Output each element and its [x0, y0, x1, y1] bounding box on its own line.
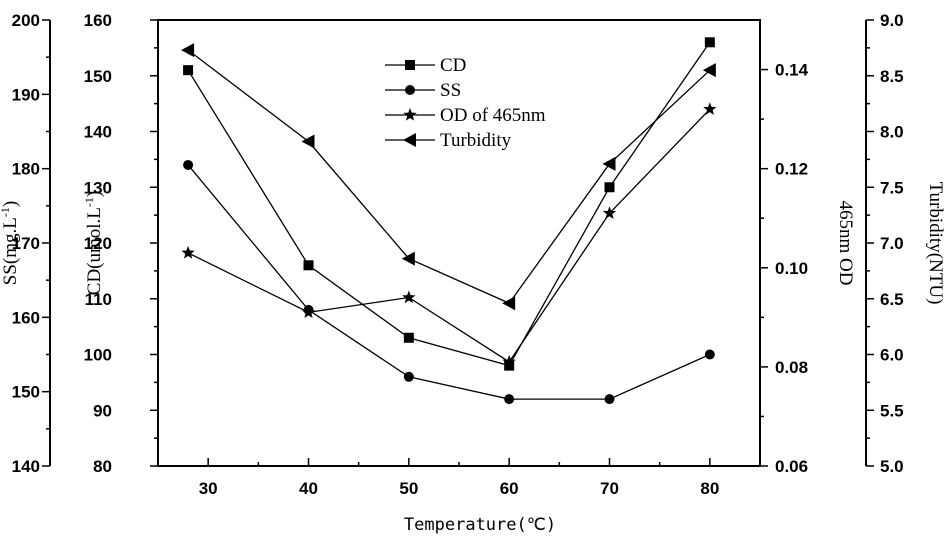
data-point [183, 159, 194, 170]
axis-title-text: SS(mg.L [0, 217, 21, 285]
legend-marker [403, 108, 417, 121]
legend-label: OD of 465nm [440, 105, 546, 126]
y-axis-ss: 140 150 160 170 180 190 200 SS(mg.L-1) [0, 11, 51, 476]
y-tick-label: 150 [12, 383, 40, 402]
y-tick-label: 100 [84, 346, 112, 365]
series-line [187, 108, 711, 363]
axis-title-cd: CD(umol.L-1) [82, 191, 105, 295]
y-axis-cd: 80 90 100 110 120 130 140 150 160 CD(umol.L-1) [82, 11, 158, 476]
y-tick-label: 0.12 [775, 160, 808, 179]
x-axis-title: Temperature(℃) [404, 515, 556, 535]
y-tick-label: 5.5 [880, 401, 904, 420]
y-tick-label: 6.0 [880, 346, 904, 365]
axis-title-text: Turbidity(NTU) [925, 182, 944, 305]
axis-title-end: ) [0, 201, 21, 207]
data-point [703, 102, 717, 115]
plot-series [181, 37, 717, 405]
axis-title-text: CD(umol.L [84, 207, 105, 295]
legend-marker [405, 60, 415, 70]
data-point [504, 394, 515, 405]
legend-label: CD [440, 55, 466, 76]
x-axis: 30 40 50 60 70 80 [157, 19, 761, 498]
data-point [702, 63, 716, 78]
series-turbidity [181, 43, 716, 311]
y-tick-label: 160 [84, 11, 112, 30]
legend: CD SS OD of 465nm Turbidity [385, 55, 546, 151]
y-tick-label: 110 [85, 290, 112, 309]
y-tick-label: 80 [93, 457, 112, 476]
axis-title-superscript: -1 [0, 207, 12, 217]
legend-marker [405, 85, 415, 95]
y-tick-label: 9.0 [880, 11, 904, 30]
y-tick-label: 0.08 [775, 358, 808, 377]
series-line [187, 164, 711, 400]
data-point [502, 354, 516, 368]
axis-title-od: 465nm OD [835, 201, 856, 286]
y-tick-label: 200 [12, 11, 40, 30]
data-point [602, 156, 616, 171]
axis-title-ss: SS(mg.L-1) [0, 201, 21, 285]
data-point [403, 371, 414, 382]
y-tick-label: 130 [84, 178, 112, 197]
y-tick-label: 0.06 [775, 457, 808, 476]
data-point [704, 349, 715, 360]
y-tick-label: 5.0 [880, 457, 904, 476]
data-point [181, 43, 195, 58]
y-tick-label: 6.5 [880, 290, 904, 309]
y-axis-od: 0.06 0.08 0.10 0.12 0.14 465nm OD [760, 61, 856, 476]
y-tick-label: 140 [12, 457, 40, 476]
data-point [183, 65, 194, 76]
y-tick-label: 7.0 [880, 234, 904, 253]
data-point [181, 245, 195, 259]
data-point [604, 182, 615, 193]
x-tick-label: 80 [700, 479, 719, 498]
data-point [301, 134, 315, 149]
y-tick-label: 8.5 [880, 67, 904, 86]
x-tick-label: 30 [199, 479, 218, 498]
y-tick-label: 0.10 [775, 259, 808, 278]
y-axis-turbidity: 5.0 5.5 6.0 6.5 7.0 7.5 8.0 8.5 9.0 Turbidity(NTU… [865, 11, 944, 476]
y-tick-label: 140 [84, 123, 112, 142]
series-line [187, 49, 711, 305]
axis-title-superscript: -1 [82, 197, 96, 207]
data-point [504, 360, 515, 371]
axis-title-text: 465nm OD [835, 201, 856, 286]
y-tick-label: 150 [84, 67, 112, 86]
y-tick-label: 180 [12, 160, 40, 179]
x-tick-label: 70 [600, 479, 619, 498]
legend-label: Turbidity [440, 130, 512, 151]
series-ss [183, 159, 715, 405]
data-point [402, 290, 416, 304]
data-point [604, 394, 615, 405]
series-cd [183, 37, 715, 371]
x-tick-label: 40 [299, 479, 318, 498]
y-tick-label: 120 [84, 234, 112, 253]
y-tick-label: 8.0 [880, 123, 904, 142]
data-point [602, 206, 617, 219]
y-tick-label: 90 [93, 401, 112, 420]
data-point [704, 37, 715, 48]
data-point [403, 332, 414, 343]
series-od-of-465nm [181, 102, 717, 368]
data-point [502, 296, 516, 311]
y-tick-label: 0.14 [775, 61, 809, 80]
legend-marker [403, 133, 416, 147]
series-line [187, 41, 711, 367]
y-tick-label: 170 [12, 234, 40, 253]
x-tick-label: 50 [399, 479, 418, 498]
y-tick-label: 190 [12, 85, 40, 104]
y-tick-label: 160 [12, 308, 40, 327]
legend-label: SS [440, 80, 461, 101]
x-tick-label: 60 [500, 479, 519, 498]
axis-title-end: ) [84, 191, 105, 197]
data-point [303, 260, 314, 271]
data-point [401, 251, 415, 266]
data-point [301, 305, 316, 319]
axis-title-turb: Turbidity(NTU) [925, 182, 944, 305]
y-tick-label: 7.5 [880, 178, 904, 197]
